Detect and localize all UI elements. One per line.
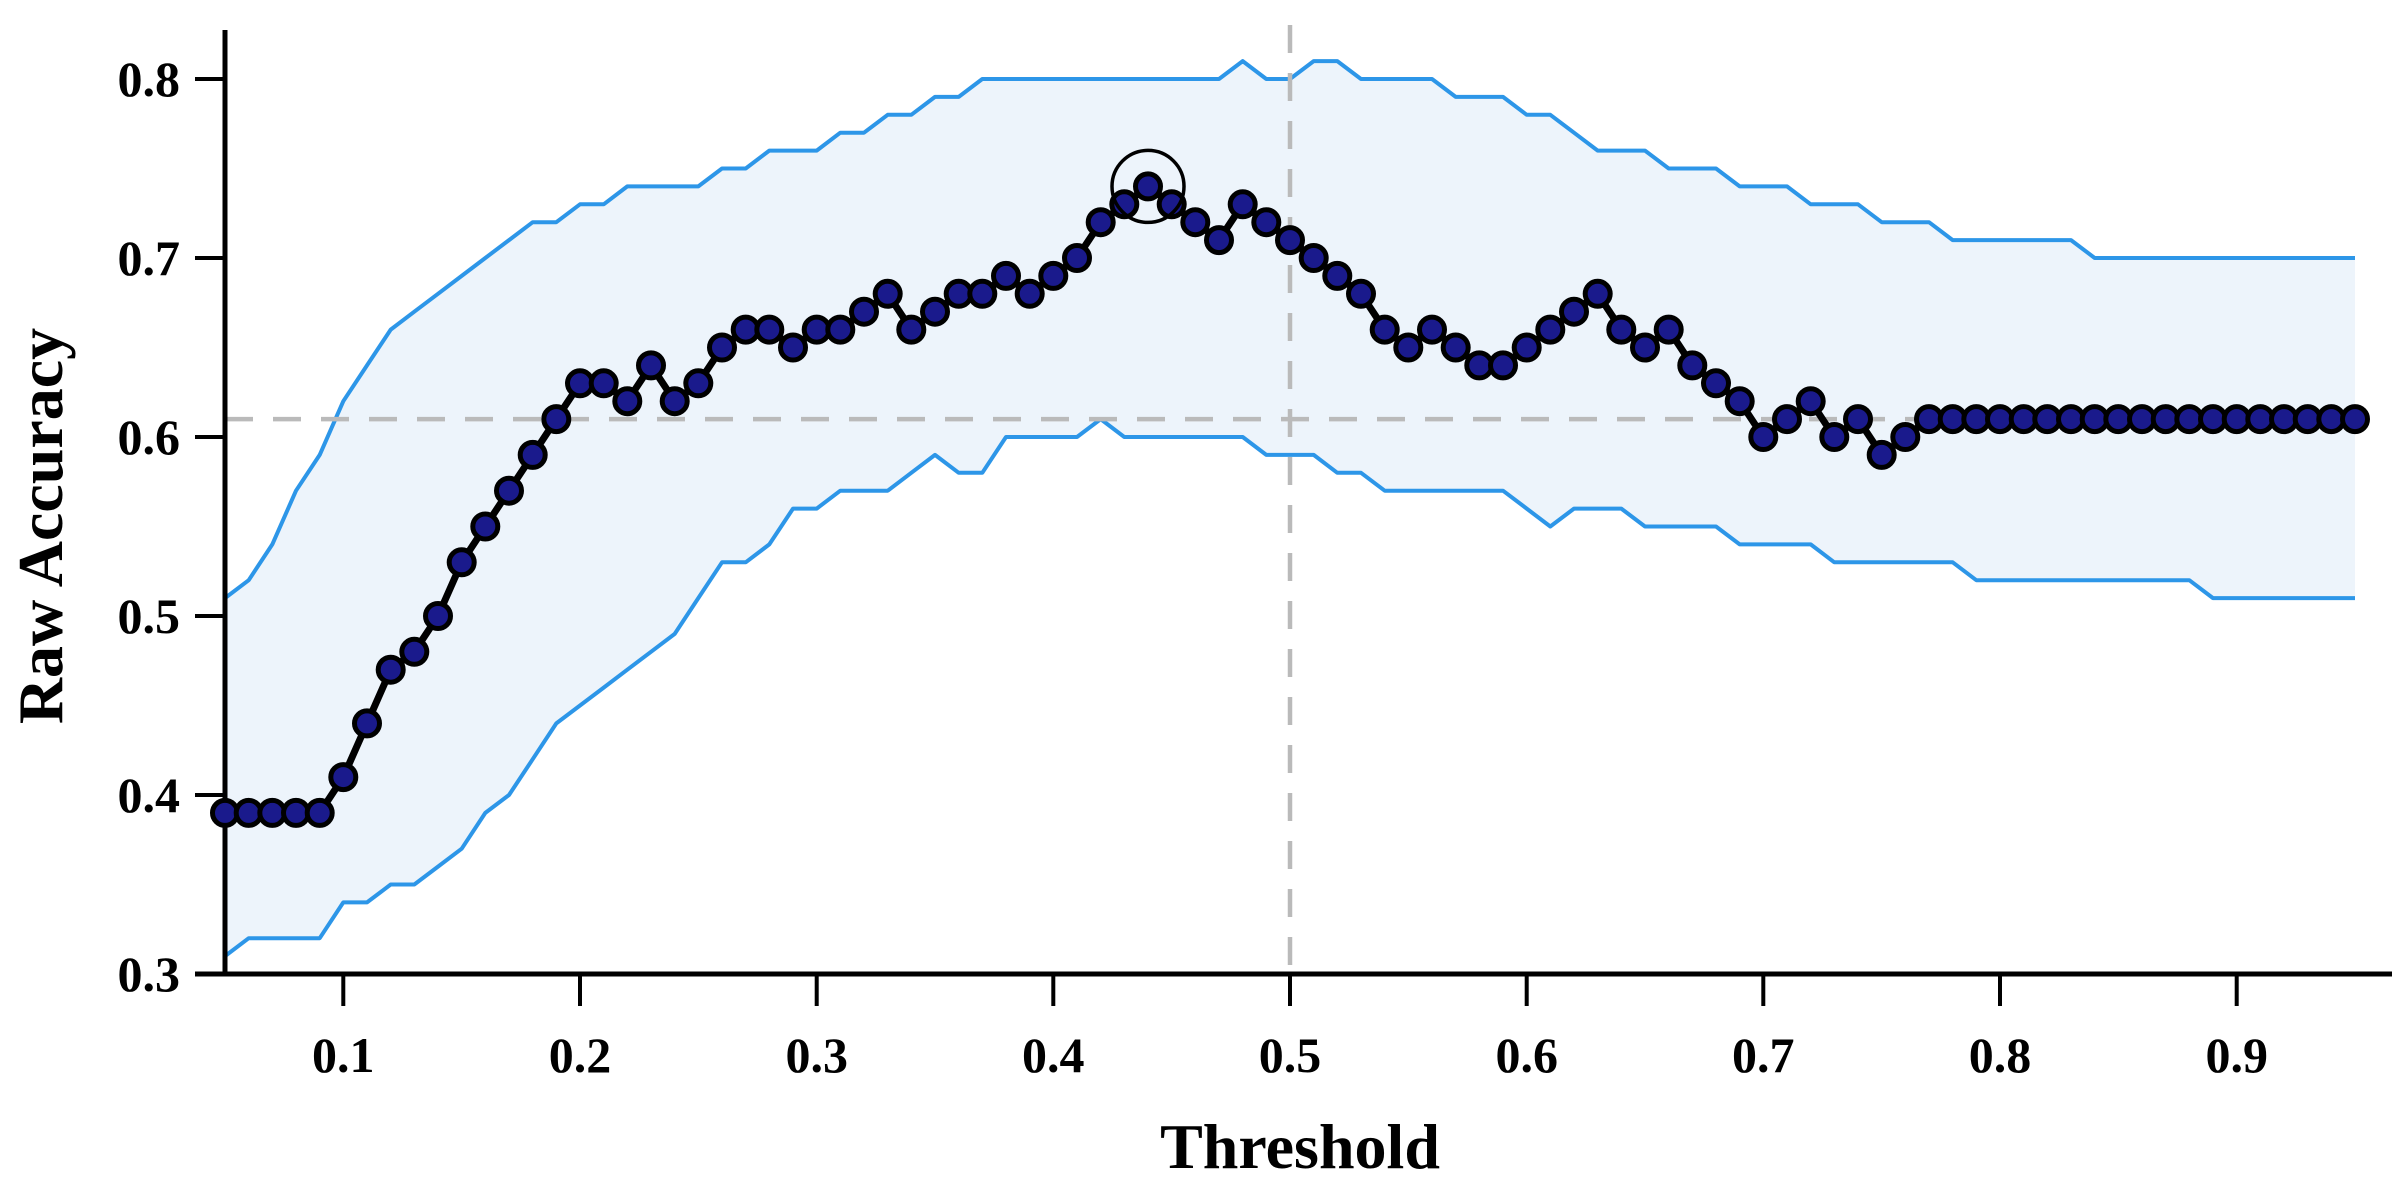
data-point: [1322, 260, 1353, 291]
x-tick-label: 0.5: [1259, 1027, 1322, 1083]
data-point: [612, 386, 643, 417]
data-point: [1133, 171, 1163, 202]
data-point: [1393, 332, 1424, 363]
data-point: [1724, 386, 1755, 417]
data-point: [896, 314, 927, 345]
data-point: [1062, 243, 1092, 273]
x-tick-label: 0.9: [2205, 1027, 2268, 1083]
data-point: [636, 350, 666, 381]
data-point: [494, 475, 524, 506]
data-point: [1440, 332, 1471, 363]
data-point: [778, 332, 808, 363]
data-point: [920, 296, 950, 327]
data-point: [707, 332, 737, 363]
y-tick-label: 0.4: [118, 767, 181, 823]
data-point: [1488, 350, 1518, 381]
x-tick-label: 0.6: [1495, 1027, 1558, 1083]
x-tick-label: 0.2: [549, 1027, 612, 1083]
data-point: [399, 636, 430, 667]
data-point: [1653, 314, 1684, 345]
data-point: [1180, 207, 1211, 238]
y-tick-label: 0.8: [118, 51, 181, 107]
y-tick-label: 0.5: [118, 588, 181, 644]
axes: 0.8 0.7 0.6 0.5 0.4 0.3 0.1 0.2 0.3 0.4 0.5 0.6 0.7 0…: [118, 30, 2392, 1083]
data-point: [1843, 404, 1873, 435]
data-point: [1606, 314, 1637, 345]
data-point: [991, 260, 1021, 291]
data-point: [1701, 368, 1731, 399]
reference-lines: [225, 25, 2355, 974]
data-point: [1109, 189, 1140, 220]
data-point: [1559, 296, 1589, 327]
data-point: [446, 547, 477, 578]
data-point: [423, 601, 453, 631]
data-point: [328, 762, 359, 793]
data-point: [1748, 422, 1779, 452]
data-point: [1630, 332, 1660, 363]
data-point: [1535, 314, 1566, 345]
data-point: [1772, 404, 1802, 435]
data-point: [1417, 314, 1447, 345]
data-point: [683, 368, 714, 399]
data-point: [659, 386, 690, 417]
data-point: [1795, 386, 1826, 417]
data-point: [1038, 260, 1069, 291]
data-point: [1014, 278, 1045, 309]
x-tick-label: 0.7: [1732, 1027, 1795, 1083]
data-point: [1085, 207, 1116, 238]
y-tick-label: 0.7: [118, 230, 181, 286]
max-point-annotation: [1110, 148, 1186, 225]
data-point: [2340, 404, 2370, 435]
data-point: [352, 708, 382, 739]
x-axis-title: Threshold: [1160, 1111, 1440, 1182]
data-point: [1677, 350, 1708, 381]
data-point: [967, 278, 998, 309]
y-tick-label: 0.6: [118, 409, 181, 465]
data-point: [1582, 278, 1613, 309]
max-point-circle: [1110, 148, 1186, 225]
data-point: [1251, 207, 1282, 238]
x-tick-label: 0.4: [1022, 1027, 1085, 1083]
data-point: [1866, 439, 1897, 470]
y-axis-title: Raw Accuracy: [5, 328, 76, 724]
data-point: [1298, 243, 1329, 273]
data-point: [1204, 225, 1234, 256]
data-point: [1156, 189, 1187, 220]
x-tick-label: 0.8: [1969, 1027, 2032, 1083]
data-point: [872, 278, 903, 309]
data-point: [588, 368, 619, 399]
confidence-band-fill: [225, 61, 2355, 957]
x-tick-label: 0.1: [312, 1027, 375, 1083]
data-point: [1369, 314, 1400, 345]
data-point: [1346, 278, 1376, 309]
data-point: [541, 404, 572, 435]
data-point: [849, 296, 879, 327]
data-point: [470, 511, 501, 542]
data-point: [517, 439, 548, 470]
data-point: [304, 797, 335, 828]
y-tick-label: 0.3: [118, 946, 181, 1002]
data-point: [825, 314, 856, 345]
confidence-band-lower-edge: [223, 417, 2355, 958]
data-point: [1275, 225, 1305, 256]
data-point: [1890, 422, 1921, 452]
data-point: [1819, 422, 1850, 452]
data-point: [375, 654, 406, 685]
accuracy-series: [210, 171, 2370, 828]
data-point: [754, 314, 785, 345]
x-tick-label: 0.3: [785, 1027, 848, 1083]
data-point: [1511, 332, 1542, 363]
data-point: [1227, 189, 1258, 220]
